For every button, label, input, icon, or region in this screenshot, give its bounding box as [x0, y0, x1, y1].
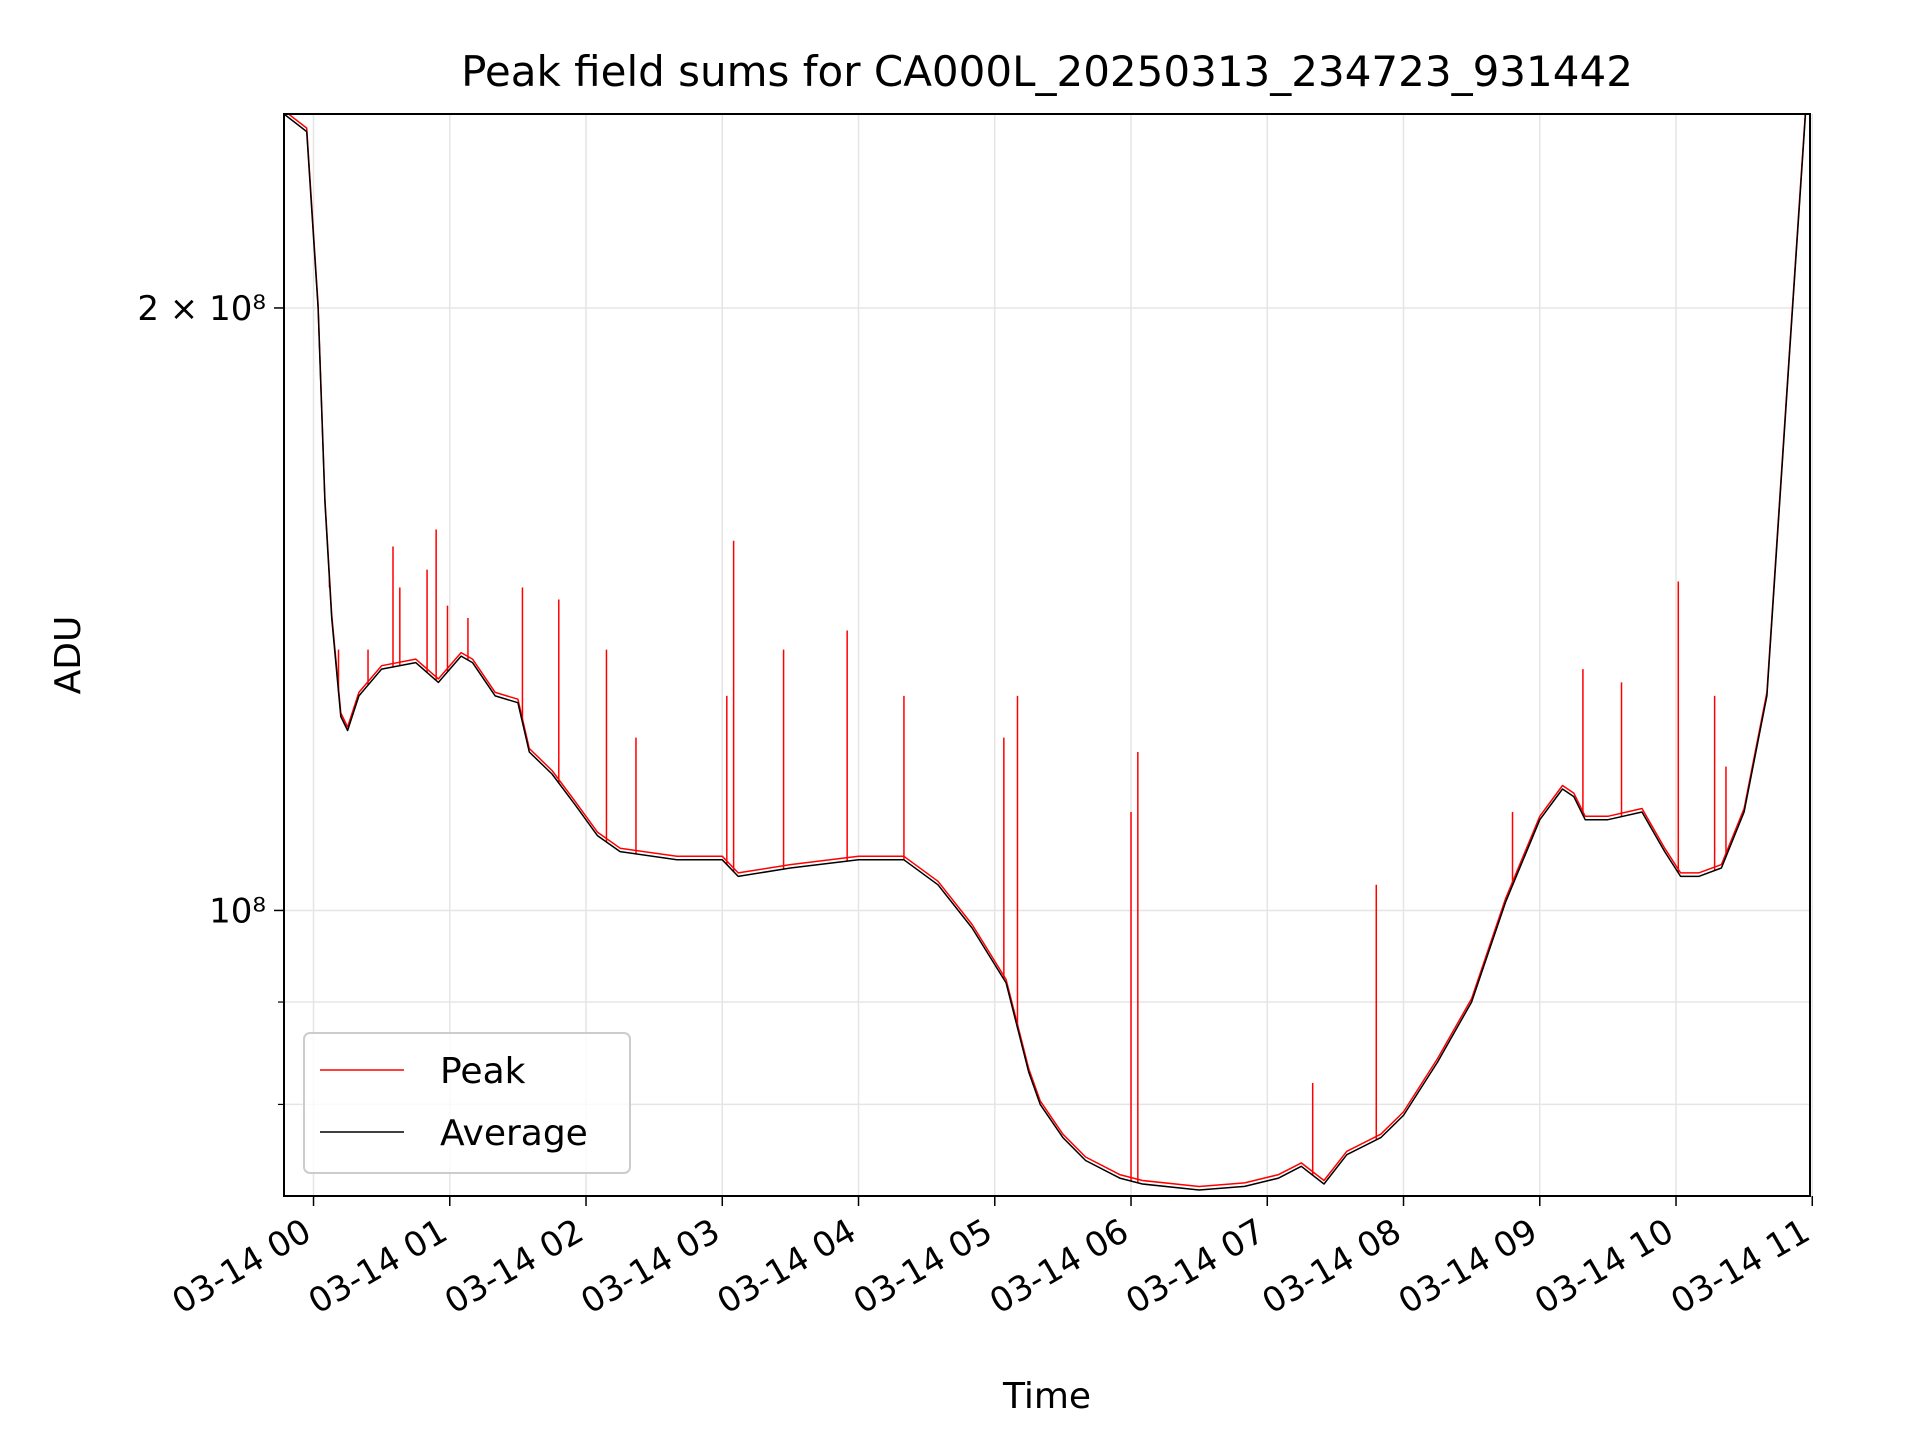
plot-lines — [284, 114, 1807, 1191]
grid — [284, 114, 1814, 1196]
y-axis-label: ADU — [48, 616, 89, 695]
legend-label-peak: Peak — [440, 1051, 526, 1092]
y-axis: 2 × 10⁸ 10⁸ — [137, 289, 284, 1106]
y-tick-label: 2 × 10⁸ — [137, 289, 266, 329]
legend-box — [303, 1032, 631, 1174]
legend: Peak Average — [303, 1032, 631, 1174]
plot-frame — [283, 113, 1811, 1197]
x-axis-label: Time — [1002, 1376, 1091, 1417]
series-peak-line — [287, 114, 1807, 1188]
chart-title: Peak field sums for CA000L_20250313_2347… — [461, 47, 1633, 96]
legend-label-average: Average — [440, 1113, 588, 1154]
y-tick-label: 10⁸ — [209, 891, 266, 931]
series-average-line — [284, 114, 1807, 1191]
